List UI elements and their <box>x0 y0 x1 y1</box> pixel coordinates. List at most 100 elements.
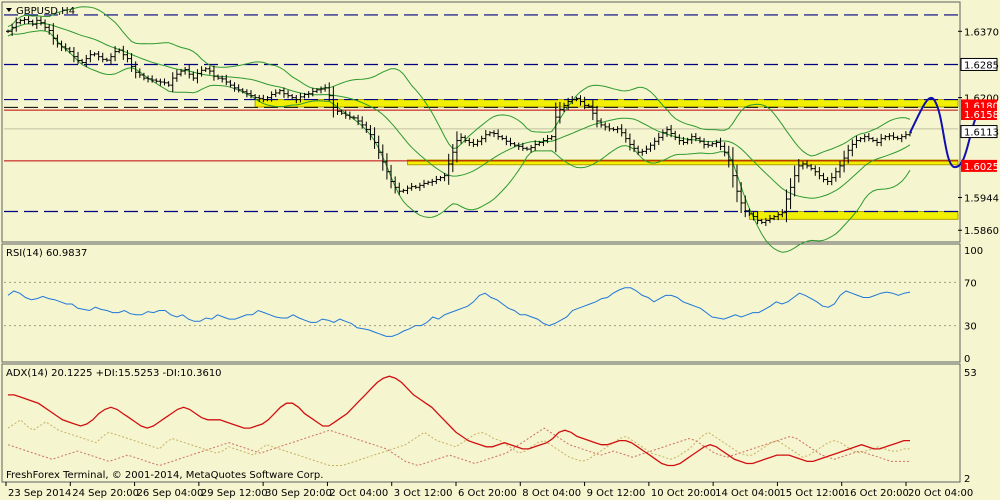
candle <box>117 48 122 54</box>
candle <box>557 101 562 124</box>
bollinger-up <box>7 6 911 157</box>
candle <box>479 135 484 146</box>
candle <box>603 122 608 131</box>
candle <box>570 95 575 105</box>
forecast-curve <box>909 96 977 169</box>
candle <box>895 135 900 141</box>
candle <box>594 105 599 128</box>
candle <box>508 137 513 147</box>
candle <box>121 45 126 60</box>
candle <box>331 86 336 118</box>
candle <box>759 218 764 225</box>
candle <box>88 50 93 63</box>
candle <box>397 182 402 195</box>
candle <box>887 133 892 141</box>
candle <box>545 134 550 144</box>
candle <box>796 159 801 183</box>
candle <box>718 137 723 151</box>
candle <box>689 133 694 144</box>
candle <box>228 79 233 88</box>
candle <box>574 96 579 102</box>
candle <box>298 92 303 103</box>
candle <box>207 66 212 75</box>
candle <box>323 84 328 92</box>
adx-scale-label-0: 53 <box>964 368 977 379</box>
candle <box>714 139 719 148</box>
candle <box>496 129 501 140</box>
price-label-2: 1.6200 <box>964 94 999 105</box>
candle <box>409 182 414 191</box>
candle <box>67 46 72 54</box>
candle <box>755 211 760 225</box>
candle <box>883 134 888 141</box>
time-label-4: 30 Sep 20:00 <box>265 488 332 499</box>
candle <box>384 153 389 180</box>
candle <box>516 142 521 150</box>
candle <box>747 208 752 217</box>
time-label-0: 23 Sep 2014 <box>8 488 71 499</box>
candle <box>623 128 628 143</box>
candle <box>327 82 332 102</box>
candle <box>405 185 410 195</box>
candle <box>294 95 299 104</box>
candle <box>401 188 406 193</box>
candle <box>677 134 682 145</box>
candle <box>269 91 274 102</box>
candle <box>421 179 426 189</box>
candle <box>286 90 291 99</box>
chart-menu-triangle-icon[interactable] <box>6 8 12 12</box>
candle <box>22 16 27 24</box>
candle <box>203 67 208 72</box>
candle <box>837 160 842 178</box>
candle <box>767 214 772 224</box>
candle <box>14 17 19 32</box>
candle <box>434 175 439 185</box>
candle <box>817 167 822 180</box>
candle <box>763 217 768 227</box>
rsi-scale-label-3: 0 <box>964 354 970 365</box>
time-label-8: 8 Oct 04:00 <box>522 488 581 499</box>
candle <box>492 130 497 138</box>
candle <box>100 52 105 63</box>
time-label-7: 6 Oct 20:00 <box>458 488 517 499</box>
candle <box>232 82 237 92</box>
candle <box>702 138 707 149</box>
candle <box>739 182 744 214</box>
candle <box>30 19 35 27</box>
price-label-bg <box>960 57 998 71</box>
forecast-path <box>909 96 977 169</box>
candle <box>281 87 286 98</box>
candle <box>607 123 612 132</box>
price-label-1: 1.6285 <box>964 60 999 71</box>
candle <box>166 81 171 87</box>
candle <box>335 102 340 115</box>
candle <box>512 142 517 147</box>
candle <box>780 209 785 218</box>
support-zone-0 <box>254 99 959 108</box>
candle <box>360 116 365 129</box>
candle <box>351 115 356 120</box>
candle <box>792 165 797 197</box>
candle <box>178 68 183 77</box>
candle <box>586 103 591 108</box>
price-label-4: 1.6158 <box>964 110 999 121</box>
candle <box>788 178 793 210</box>
candle <box>129 53 134 72</box>
candle <box>566 97 571 111</box>
candle <box>108 53 113 65</box>
candle <box>656 132 661 146</box>
support-zones <box>254 99 959 220</box>
time-label-6: 3 Oct 12:00 <box>394 488 453 499</box>
candle <box>356 114 361 126</box>
candle <box>302 92 307 99</box>
candle <box>685 137 690 145</box>
candle <box>879 133 884 147</box>
candle <box>858 136 863 143</box>
candle <box>253 94 258 100</box>
candle <box>240 88 245 94</box>
candle <box>500 134 505 141</box>
candle <box>627 133 632 151</box>
candle <box>430 178 435 186</box>
